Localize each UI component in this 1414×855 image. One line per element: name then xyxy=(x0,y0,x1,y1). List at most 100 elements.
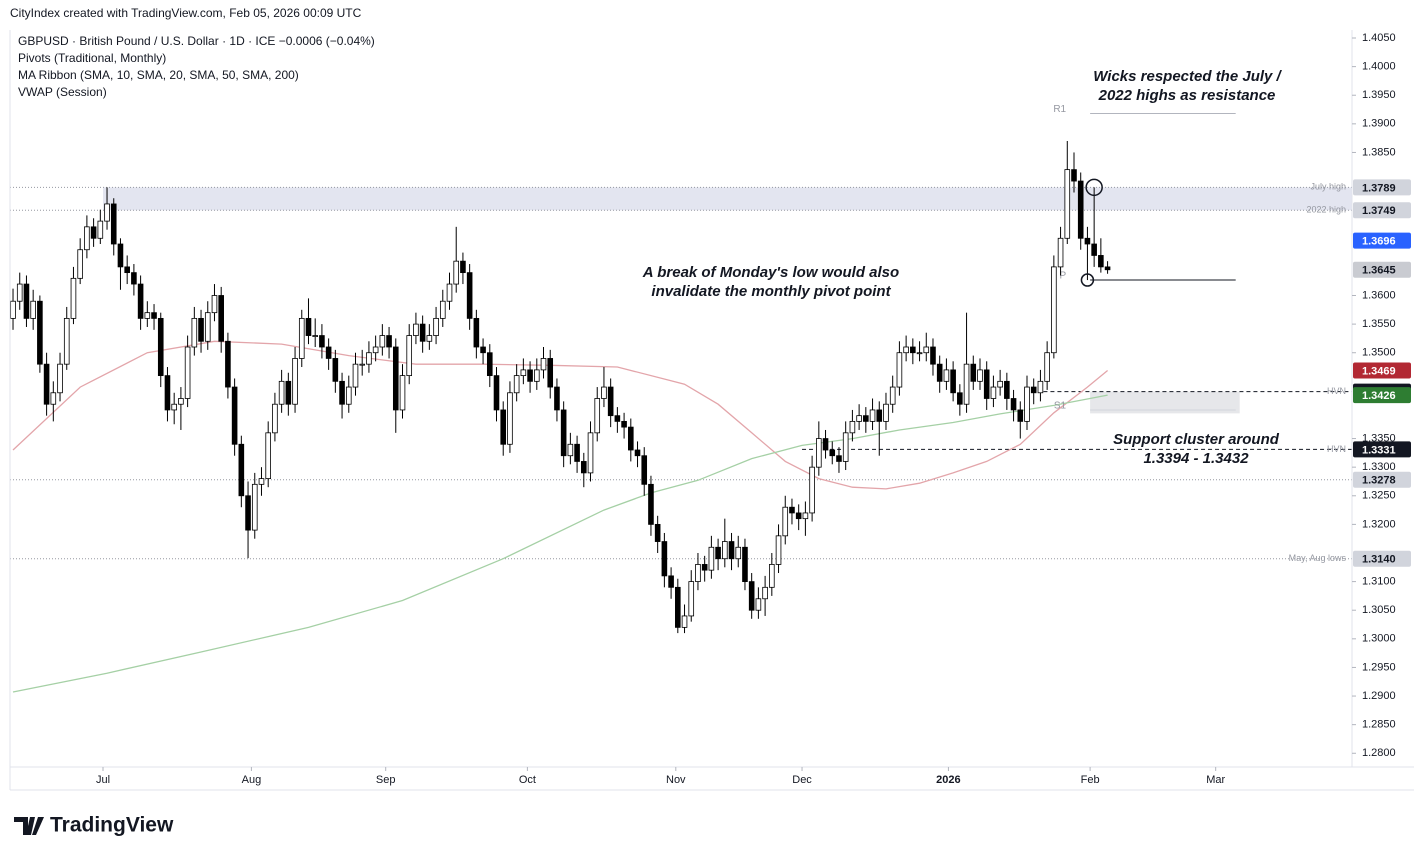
candle-body xyxy=(144,312,151,319)
candle-body xyxy=(540,358,547,371)
candle-body xyxy=(822,438,829,451)
candle-body xyxy=(1077,180,1084,239)
candle-body xyxy=(735,546,742,560)
candle-body xyxy=(950,369,956,394)
annotation: A break of Monday's low would also xyxy=(642,264,899,281)
candle-body xyxy=(218,295,224,342)
y-tick-label: 1.4050 xyxy=(1362,32,1396,44)
candle-body xyxy=(520,369,527,377)
y-tick-label: 1.4000 xyxy=(1362,61,1396,73)
candle-body xyxy=(997,380,1003,388)
price-label-box xyxy=(1353,471,1411,488)
y-tick-label: 1.3900 xyxy=(1362,118,1396,130)
candle-body xyxy=(312,335,318,337)
price-label: 1.3789 xyxy=(1362,182,1396,194)
candle-body xyxy=(366,352,372,365)
moving-average xyxy=(12,394,1108,693)
candle-body xyxy=(574,443,580,462)
candle-body xyxy=(903,346,909,354)
y-tick-label: 1.3100 xyxy=(1362,576,1396,588)
candle-body xyxy=(1084,237,1091,245)
candle-body xyxy=(184,346,191,399)
candle-body xyxy=(480,346,486,354)
candle-body xyxy=(413,323,419,336)
candle-body xyxy=(930,346,936,365)
candle-body xyxy=(554,386,560,411)
y-tick-label: 1.2850 xyxy=(1362,719,1396,731)
header: CityIndex created with TradingView.com, … xyxy=(10,6,362,20)
y-tick-label: 1.3200 xyxy=(1362,518,1396,530)
y-tick-label: 1.2950 xyxy=(1362,661,1396,673)
annotation: 1.3394 - 1.3432 xyxy=(1143,450,1249,467)
x-tick-label: Dec xyxy=(792,774,812,786)
y-tick-label: 1.2800 xyxy=(1362,747,1396,759)
candle-body xyxy=(124,266,130,274)
candle-body xyxy=(439,300,446,319)
candle-body xyxy=(641,455,648,485)
candle-body xyxy=(157,317,164,377)
candle-body xyxy=(742,546,748,583)
candle-body xyxy=(37,300,43,365)
candle-body xyxy=(30,300,36,319)
candle-body xyxy=(272,403,278,434)
candle-body xyxy=(856,415,862,422)
candle-body xyxy=(701,564,708,571)
candle-body xyxy=(628,426,634,451)
candle-body xyxy=(869,409,876,422)
price-label-box xyxy=(1353,362,1411,379)
annotation: 2022 highs as resistance xyxy=(1098,87,1276,104)
candle-body xyxy=(1091,243,1097,256)
candle-body xyxy=(104,203,110,222)
candle-body xyxy=(842,432,849,462)
candle-body xyxy=(654,523,661,542)
candle-body xyxy=(513,375,520,394)
y-tick-label: 1.2900 xyxy=(1362,690,1396,702)
candle-body xyxy=(695,564,701,583)
candle-body xyxy=(889,386,896,405)
candle-body xyxy=(916,352,923,355)
candle-body xyxy=(560,409,567,457)
legend-line: MA Ribbon (SMA, 10, SMA, 20, SMA, 50, SM… xyxy=(18,68,299,82)
price-label: 1.3278 xyxy=(1362,475,1396,487)
candle-body xyxy=(580,461,587,474)
candle-body xyxy=(634,449,641,457)
candle-body xyxy=(110,203,117,245)
candle-body xyxy=(1037,380,1044,394)
price-label-box xyxy=(1353,261,1411,278)
candle-body xyxy=(151,312,157,319)
candle-body xyxy=(936,363,943,382)
x-tick-label: Jul xyxy=(96,774,110,786)
candle-body xyxy=(769,564,775,588)
pivot-label: R1 xyxy=(1053,104,1066,115)
candle-body xyxy=(10,300,16,319)
x-tick-label: Sep xyxy=(376,774,396,786)
candle-body xyxy=(1010,398,1017,411)
price-label: 1.3331 xyxy=(1362,444,1396,456)
price-zone xyxy=(1090,391,1240,414)
y-tick-label: 1.3050 xyxy=(1362,604,1396,616)
candle-body xyxy=(748,581,755,611)
candle-body xyxy=(802,512,809,520)
candle-body xyxy=(285,380,292,405)
candle-body xyxy=(453,260,460,285)
level-tag: HVN xyxy=(1327,386,1346,396)
candle-body xyxy=(594,398,601,434)
candle-body xyxy=(198,317,204,342)
candle-body xyxy=(251,483,258,531)
y-tick-label: 1.3500 xyxy=(1362,347,1396,359)
candle-body xyxy=(1057,237,1064,268)
candle-body xyxy=(305,317,312,336)
candle-body xyxy=(983,369,990,399)
candle-body xyxy=(204,312,211,342)
candle-body xyxy=(567,443,574,457)
candle-body xyxy=(648,483,654,525)
candle-body xyxy=(164,375,171,411)
pivot-label: P xyxy=(1059,271,1066,282)
x-tick-label: 2026 xyxy=(936,774,960,786)
candle-body xyxy=(345,386,352,405)
candle-body xyxy=(728,541,735,560)
plot-layer: R1 P S1 xyxy=(10,104,1352,693)
candle-body xyxy=(775,535,782,565)
candle-body xyxy=(325,346,332,359)
candle-body xyxy=(923,346,930,354)
